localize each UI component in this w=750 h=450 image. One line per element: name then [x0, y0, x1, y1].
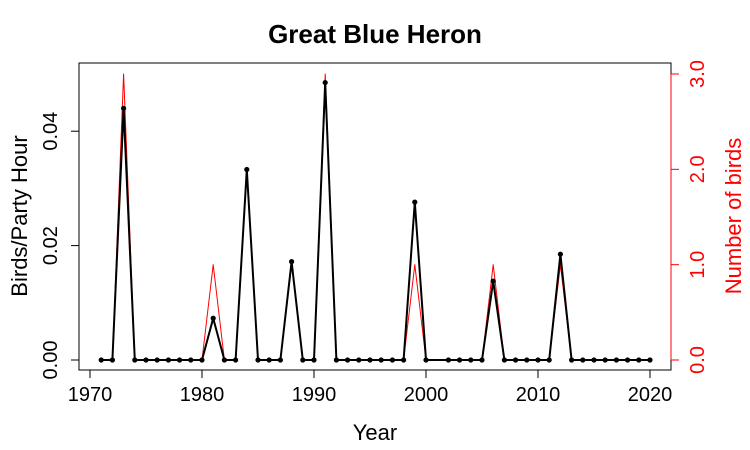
data-point	[468, 357, 474, 363]
x-tick-label: 2020	[628, 384, 673, 406]
data-point	[188, 357, 194, 363]
data-point	[647, 357, 653, 363]
data-point	[177, 357, 183, 363]
data-point	[143, 357, 149, 363]
data-point	[244, 166, 250, 173]
data-point	[580, 357, 586, 363]
data-point	[255, 357, 261, 363]
data-point	[199, 357, 205, 363]
data-point	[389, 357, 395, 363]
data-point	[154, 357, 160, 363]
data-point	[132, 357, 138, 363]
y-left-axis: 0.00 0.02 0.04	[40, 112, 80, 380]
data-point	[345, 357, 351, 363]
data-point	[322, 79, 328, 86]
data-point	[569, 357, 575, 363]
data-point	[625, 357, 631, 363]
data-point	[513, 357, 519, 363]
data-point	[479, 357, 485, 363]
data-point	[378, 357, 384, 363]
x-axis: 1970 1980 1990 2000 2010 2020	[68, 369, 673, 406]
data-point	[412, 199, 418, 205]
data-point	[524, 357, 530, 363]
series-line-birds-per-party-hour	[101, 81, 650, 361]
data-point	[367, 357, 373, 363]
data-point	[333, 357, 339, 363]
data-point	[221, 357, 227, 363]
data-point	[98, 357, 104, 363]
y-right-tick-label: 0.0	[687, 346, 709, 374]
data-point	[535, 357, 541, 363]
y-left-axis-title: Birds/Party Hour	[7, 135, 32, 296]
data-point	[311, 357, 317, 363]
plot-frame	[78, 62, 672, 371]
y-left-tick-label: 0.00	[40, 341, 62, 380]
x-tick-label: 1980	[180, 384, 225, 406]
data-point	[109, 357, 115, 363]
y-left-tick-label: 0.04	[40, 112, 62, 151]
x-tick-label: 1970	[68, 384, 113, 406]
data-point	[266, 357, 272, 363]
data-point	[300, 357, 306, 363]
y-right-axis: 0.0 1.0 2.0 3.0	[670, 60, 709, 374]
chart-title: Great Blue Heron	[268, 19, 482, 49]
data-point	[289, 259, 295, 265]
data-point	[401, 357, 407, 363]
x-tick-label: 1990	[292, 384, 337, 406]
y-right-axis-title: Number of birds	[721, 138, 746, 295]
y-right-tick-label: 1.0	[687, 251, 709, 279]
data-point	[423, 357, 429, 363]
data-point	[546, 357, 552, 363]
x-tick-label: 2010	[516, 384, 561, 406]
y-right-tick-label: 3.0	[687, 60, 709, 88]
data-point	[591, 357, 597, 363]
x-axis-title: Year	[353, 420, 397, 445]
data-point	[121, 105, 127, 111]
data-point	[165, 357, 171, 363]
data-point	[602, 357, 608, 363]
data-point	[501, 357, 507, 363]
y-left-tick-label: 0.02	[40, 226, 62, 265]
data-point	[210, 315, 216, 321]
data-point	[277, 357, 283, 363]
y-right-tick-label: 2.0	[687, 155, 709, 183]
data-point	[557, 251, 564, 257]
series-birds-per-party-hour	[98, 79, 653, 363]
x-tick-label: 2000	[404, 384, 449, 406]
data-point	[233, 357, 239, 363]
data-point	[613, 357, 620, 363]
data-point	[445, 357, 451, 363]
data-point	[636, 357, 642, 363]
data-point	[490, 278, 496, 284]
data-point	[356, 357, 362, 363]
data-point	[457, 357, 463, 363]
